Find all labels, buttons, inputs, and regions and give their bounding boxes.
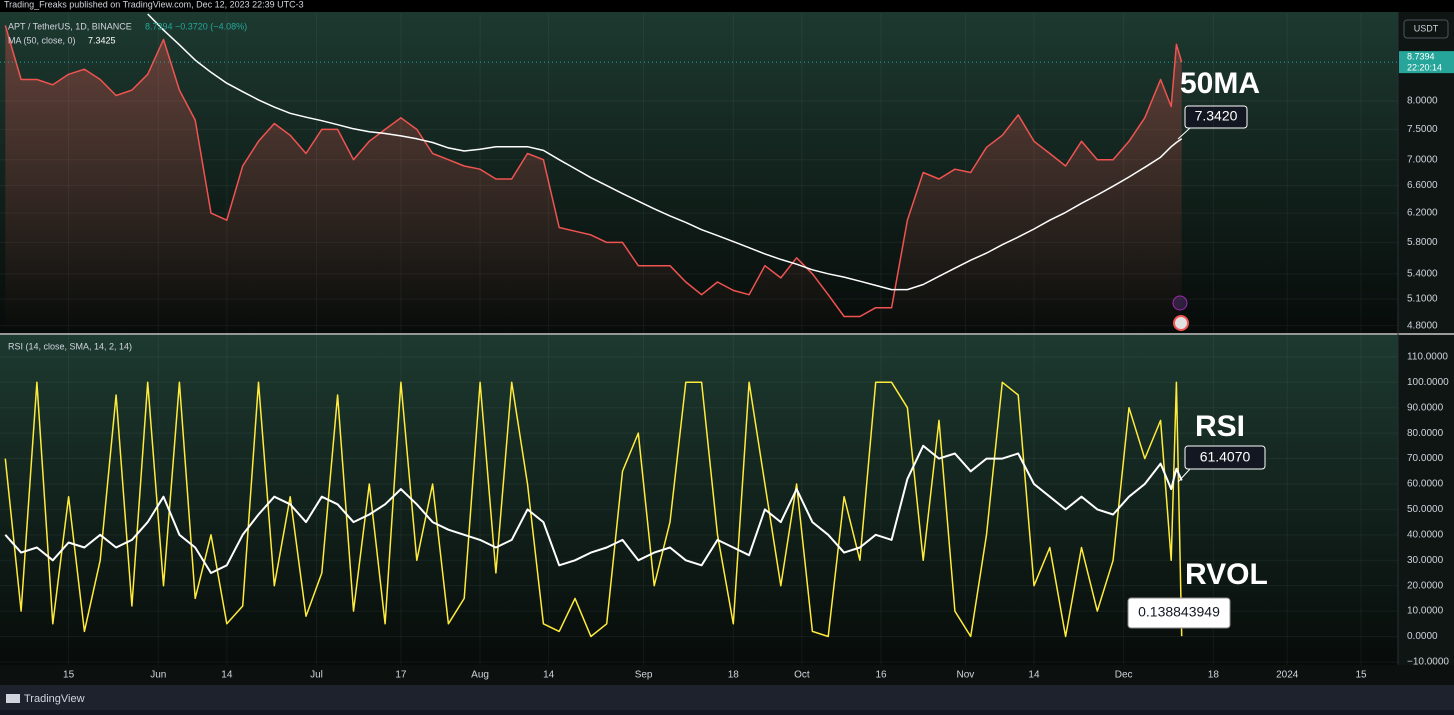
x-tick-label: Dec [1115,670,1133,681]
annotation: 61.4070 [1200,449,1251,465]
y-tick-label: −10.0000 [1407,657,1449,668]
y-tick-label: 5.4000 [1407,268,1438,279]
y-tick-label: 50.0000 [1407,504,1444,515]
legend-entry: APT / TetherUS, 1D, BINANCE [8,21,132,31]
x-tick-label: 14 [1028,670,1040,681]
x-tick-label: Jun [150,670,166,681]
series-line [4,381,1183,638]
legend-entry: MA (50, close, 0) [8,35,76,45]
annotation-box [1127,597,1231,629]
y-tick-label: 60.0000 [1407,479,1444,490]
y-tick-label: 7.0000 [1407,154,1438,165]
y-tick-label: 20.0000 [1407,580,1444,591]
x-tick-label: 17 [395,670,407,681]
y-tick-label: 10.0000 [1407,606,1444,617]
y-tick-label: 6.2000 [1407,208,1438,219]
y-tick-label: 5.8000 [1407,237,1438,248]
x-tick-label: 2024 [1276,670,1299,681]
publisher: Trading_Freaks published on TradingView.… [4,0,304,9]
y-tick-label: 7.5000 [1407,124,1438,135]
x-tick-label: Nov [957,670,975,681]
annotation-box [1184,105,1248,129]
x-tick-label: 14 [221,670,233,681]
y-tick-label: 4.8000 [1407,320,1438,331]
time-axis [0,665,1454,685]
y-tick-label: 80.0000 [1407,428,1444,439]
y-tick-label: 6.6000 [1407,180,1438,191]
y-tick-label: 70.0000 [1407,453,1444,464]
y-tick-label: 40.0000 [1407,529,1444,540]
series-line [4,444,1183,574]
x-tick-label: 18 [1208,670,1220,681]
x-tick-label: Jul [310,670,323,681]
x-tick-label: 18 [728,670,740,681]
price-axis [1398,12,1454,665]
logo [6,694,20,703]
footer [0,685,1454,710]
countdown: 22:20:14 [1407,62,1442,72]
legend-entry: RSI (14, close, SMA, 14, 2, 14) [8,341,132,351]
annotation: 7.3420 [1195,108,1238,124]
y-tick-label: 8.0000 [1407,96,1438,107]
currency-box[interactable] [1403,19,1449,39]
footer-brand: TradingView [24,693,85,705]
y-tick-label: 90.0000 [1407,402,1444,413]
y-tick-label: 30.0000 [1407,555,1444,566]
x-tick-label: Sep [635,670,653,681]
price-area [5,25,1182,334]
y-tick-label: 0.0000 [1407,631,1438,642]
series-label: RVOL [1185,558,1268,591]
annotation-box [1184,445,1266,470]
y-tick-label: 100.0000 [1407,377,1449,388]
series-line [4,25,1183,318]
x-tick-label: 15 [63,670,75,681]
x-tick-label: Oct [794,670,810,681]
annotation: RSI [1195,410,1245,443]
annotation-arrow [1177,468,1191,483]
y-tick-label: 110.0000 [1407,352,1448,363]
x-tick-label: 16 [875,670,887,681]
annotation: 0.138843949 [1138,604,1220,620]
legend-value: 8.7394 −0.3720 (−4.08%) [145,21,247,31]
series-line [147,13,1183,291]
annotation: 50MA [1180,67,1260,100]
last-price: 8.7394 [1407,51,1435,61]
x-tick-label: 15 [1356,670,1368,681]
y-tick-label: 5.1000 [1407,294,1438,305]
currency[interactable]: USDT [1414,23,1439,33]
last-price-tag [1399,51,1454,74]
x-tick-label: 14 [543,670,555,681]
legend-value: 7.3425 [88,35,116,45]
annotation-arrow [1177,127,1191,140]
x-tick-label: Aug [471,670,489,681]
